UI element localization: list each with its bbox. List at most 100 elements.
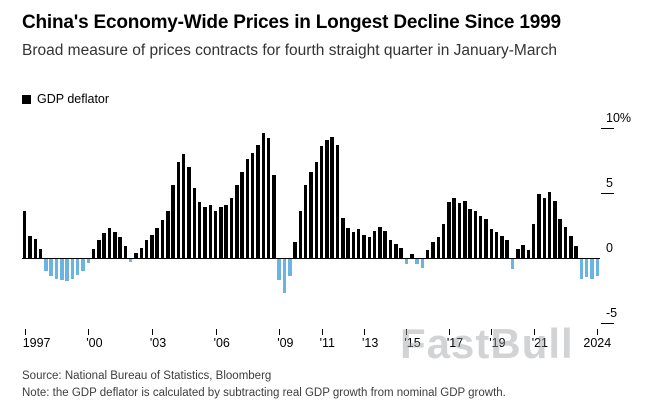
x-axis-tick <box>215 329 217 335</box>
bar-quarter <box>542 198 547 258</box>
bar-quarter <box>113 232 117 258</box>
bar-quarter <box>266 138 271 258</box>
bar-quarter <box>155 228 159 258</box>
bar-quarter <box>383 230 387 258</box>
bar-quarter <box>569 235 573 258</box>
y-axis-label: 5 <box>606 176 613 190</box>
bar-quarter <box>452 198 456 258</box>
bar-quarter <box>192 187 197 258</box>
y-axis-tick <box>601 128 614 129</box>
bar-quarter <box>240 172 244 258</box>
bar-quarter <box>86 259 91 263</box>
x-axis-tick <box>533 329 535 335</box>
bar-quarter <box>107 228 112 258</box>
bar-quarter <box>102 233 106 258</box>
bar-quarter <box>229 198 234 258</box>
bar-quarter <box>38 248 43 258</box>
zero-axis-line <box>22 258 600 259</box>
bar-quarter <box>245 159 250 258</box>
bar-quarter <box>208 204 212 258</box>
chart-subtitle: Broad measure of prices contracts for fo… <box>22 42 557 59</box>
bar-quarter <box>49 259 53 276</box>
bar-quarter <box>91 248 96 258</box>
bar-quarter <box>139 247 144 258</box>
bar-quarter <box>372 230 377 258</box>
x-axis-label: '06 <box>213 336 230 350</box>
bar-quarter <box>351 232 356 258</box>
bar-quarter <box>579 259 584 279</box>
bar-quarter <box>261 133 266 258</box>
bar-quarter <box>505 239 509 258</box>
bar-quarter <box>282 259 287 293</box>
bar-quarter <box>420 259 425 269</box>
bar-quarter <box>489 229 494 258</box>
bar-quarter <box>330 137 334 258</box>
bar-quarter <box>293 242 297 258</box>
bar-quarter <box>314 161 319 258</box>
bar-quarter <box>537 194 541 258</box>
bar-quarter <box>303 185 308 258</box>
bar-quarter <box>22 211 27 258</box>
bar-quarter <box>54 259 59 279</box>
y-axis-label: -5 <box>606 306 618 320</box>
x-axis-label: '00 <box>86 336 103 350</box>
legend-label: GDP deflator <box>37 92 110 106</box>
x-axis-label: '11 <box>319 336 335 350</box>
y-axis-tick <box>601 193 614 194</box>
bar-quarter <box>134 252 138 258</box>
bar-quarter <box>219 207 223 258</box>
bar-quarter <box>378 226 382 258</box>
bar-quarter <box>478 216 483 258</box>
bar-quarter <box>123 246 128 258</box>
bar-quarter <box>510 259 515 270</box>
bar-quarter <box>224 204 228 258</box>
x-axis-label: '09 <box>277 336 294 350</box>
x-axis-label: '19 <box>489 336 506 350</box>
bar-quarter <box>516 248 520 258</box>
bar-quarter <box>70 259 75 279</box>
bar-quarter <box>425 250 430 258</box>
bar-quarter <box>213 211 218 258</box>
bar-quarter <box>584 259 589 278</box>
bar-quarter <box>526 250 531 258</box>
bar-quarter <box>128 259 133 262</box>
bar-quarter <box>160 220 165 258</box>
x-axis-tick <box>151 329 153 335</box>
bar-quarter <box>441 224 446 258</box>
y-axis-label: 10% <box>606 111 632 125</box>
bar-quarter <box>356 229 361 258</box>
x-axis-label: '17 <box>446 336 464 350</box>
bar-quarter <box>399 247 403 258</box>
x-axis-tick <box>491 329 493 335</box>
chart-title: China's Economy-Wide Prices in Longest D… <box>22 12 561 33</box>
bar-quarter <box>415 259 419 265</box>
bar-quarter <box>463 200 467 258</box>
bar-quarter <box>150 234 154 258</box>
x-axis-label: '13 <box>362 336 379 350</box>
x-axis-label: '03 <box>149 336 167 350</box>
bar-quarter <box>325 139 329 258</box>
bar-quarter <box>298 211 303 258</box>
bar-quarter <box>362 234 366 258</box>
bar-quarter <box>410 254 414 258</box>
bar-quarter <box>335 144 340 258</box>
bar-quarter <box>468 208 472 258</box>
bar-quarter <box>595 259 600 276</box>
bar-quarter <box>367 237 372 258</box>
bar-quarter <box>28 235 32 258</box>
bar-quarter <box>44 259 48 271</box>
bar-quarter <box>187 167 191 258</box>
x-axis: 1997 '00 '03 '06 '09 '11 '13 '15 '17 '19 '21 2024 <box>22 323 632 355</box>
bar-quarter <box>171 185 175 258</box>
bar-quarter <box>574 246 578 258</box>
bar-quarter <box>75 259 80 275</box>
legend: GDP deflator <box>22 92 109 106</box>
x-axis-tick <box>279 329 281 335</box>
x-axis-tick <box>88 329 90 335</box>
bar-quarter <box>558 219 562 258</box>
bar-quarter <box>431 242 435 258</box>
bar-quarter <box>118 237 122 258</box>
bar-quarter <box>181 154 186 258</box>
bar-quarter <box>288 259 292 276</box>
